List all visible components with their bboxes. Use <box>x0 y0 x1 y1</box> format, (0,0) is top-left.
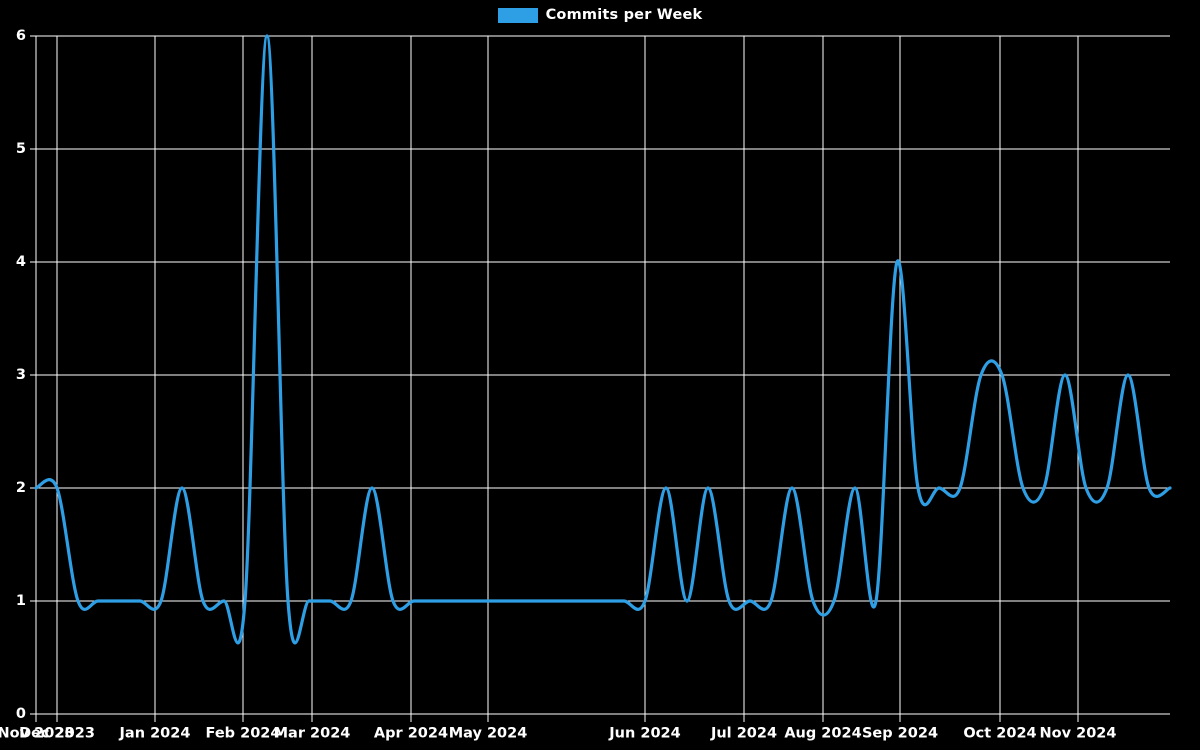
x-tick-dec-2023: Dec 2023 <box>19 726 95 742</box>
data-series-group <box>34 34 1172 645</box>
x-tick-nov-2024: Nov 2024 <box>1040 726 1117 742</box>
vertical-gridlines <box>35 36 1079 722</box>
x-tick-oct-2024: Oct 2024 <box>963 726 1036 742</box>
x-tick-jun-2024: Jun 2024 <box>608 726 680 742</box>
y-tick-3: 3 <box>16 367 26 383</box>
x-tick-aug-2024: Aug 2024 <box>784 726 861 742</box>
x-tick-sep-2024: Sep 2024 <box>862 726 938 742</box>
y-tick-5: 5 <box>16 141 26 157</box>
x-tick-mar-2024: Mar 2024 <box>274 726 351 742</box>
horizontal-gridlines <box>30 35 1170 715</box>
y-axis-tick-labels: 0 1 2 3 4 5 6 <box>16 28 26 722</box>
y-tick-1: 1 <box>16 593 26 609</box>
series-line-commits-per-week <box>34 34 1172 645</box>
legend-swatch-commits <box>497 7 538 23</box>
y-tick-4: 4 <box>16 254 26 270</box>
y-tick-0: 0 <box>16 706 26 722</box>
legend-label-commits: Commits per Week <box>545 7 703 23</box>
x-tick-jan-2024: Jan 2024 <box>119 726 191 742</box>
chart-legend: Commits per Week <box>0 0 1200 30</box>
y-tick-2: 2 <box>16 480 26 496</box>
x-tick-jul-2024: Jul 2024 <box>710 726 777 742</box>
x-tick-may-2024: May 2024 <box>449 726 528 742</box>
x-tick-feb-2024: Feb 2024 <box>206 726 281 742</box>
x-tick-nov-2023: Nov 2023 <box>0 726 74 742</box>
y-tick-6: 6 <box>16 28 26 44</box>
x-tick-apr-2024: Apr 2024 <box>374 726 448 742</box>
